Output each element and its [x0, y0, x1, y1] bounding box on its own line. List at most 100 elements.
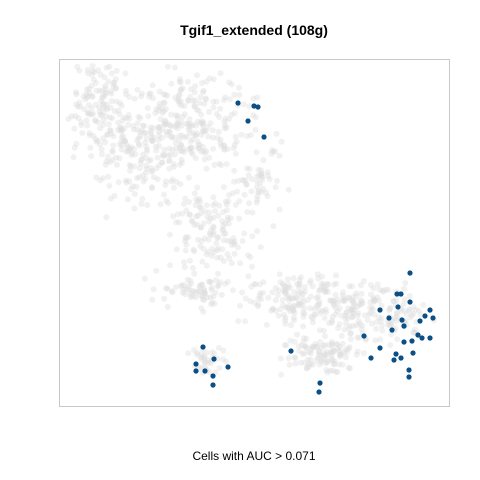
background-cell-point [277, 355, 284, 362]
background-cell-point [86, 132, 93, 139]
background-cell-point [147, 130, 154, 137]
background-cell-point [113, 154, 119, 161]
background-cell-point [224, 237, 231, 244]
background-cell-point [350, 322, 357, 329]
background-cell-point [313, 295, 320, 301]
background-cell-point [162, 178, 169, 185]
background-cell-point [367, 282, 374, 288]
background-cell-point [192, 83, 199, 90]
background-cell-point [198, 356, 205, 362]
background-cell-point [301, 310, 308, 317]
background-cell-point [341, 295, 348, 302]
background-cell-point [280, 282, 287, 289]
background-cell-point [104, 106, 110, 113]
background-cell-point [209, 134, 216, 141]
background-cell-point [254, 183, 260, 190]
background-cell-point [316, 361, 323, 368]
highlighted-cell-point [235, 100, 241, 106]
background-cell-point [274, 177, 280, 184]
background-cell-point [163, 128, 170, 135]
background-cell-point [86, 110, 93, 117]
background-cell-point [289, 305, 296, 312]
background-cell-point [162, 182, 169, 188]
background-cell-point [102, 85, 109, 92]
highlighted-cell-point [368, 355, 374, 361]
background-cell-point [93, 174, 100, 181]
background-cell-point [137, 157, 144, 164]
background-cell-point [191, 89, 198, 96]
background-cell-point [211, 162, 218, 168]
background-cell-point [291, 338, 298, 345]
background-cell-point [107, 127, 113, 134]
background-cell-point [197, 284, 204, 291]
background-cell-point [272, 148, 278, 155]
background-cell-point [199, 258, 206, 265]
background-cell-point [353, 322, 360, 329]
background-cell-point [327, 349, 334, 356]
background-cell-point [181, 259, 187, 266]
background-cell-point [290, 314, 297, 321]
background-cell-point [194, 212, 201, 219]
background-cell-point [229, 287, 236, 294]
background-cell-point [349, 313, 356, 320]
background-cell-point [194, 351, 201, 358]
background-cell-point [119, 126, 126, 133]
background-cell-point [370, 298, 377, 305]
background-cell-point [327, 297, 334, 304]
highlighted-cell-point [200, 344, 206, 350]
background-cell-point [238, 131, 245, 138]
background-cell-point [353, 290, 360, 297]
background-cell-point [282, 304, 289, 311]
background-cell-point [297, 359, 304, 366]
background-cell-point [198, 281, 205, 288]
background-cell-point [180, 201, 187, 207]
background-cell-point [77, 103, 84, 110]
background-cell-point [200, 119, 207, 126]
background-cell-point [367, 299, 374, 306]
background-cell-point [323, 309, 330, 316]
background-cell-point [86, 85, 93, 92]
background-cell-point [163, 285, 170, 292]
background-cell-point [150, 125, 157, 132]
background-cell-point [221, 97, 227, 103]
background-cell-point [318, 284, 325, 291]
background-cell-point [139, 156, 145, 163]
background-cell-point [203, 251, 210, 258]
background-cell-point [378, 315, 385, 322]
background-cell-point [387, 342, 394, 349]
highlighted-cell-point [419, 335, 425, 341]
background-cell-point [282, 283, 289, 290]
background-cell-point [259, 174, 266, 181]
background-cell-point [113, 161, 120, 168]
background-cell-point [179, 159, 185, 166]
background-cell-point [296, 276, 303, 283]
background-cell-point [210, 194, 217, 201]
background-cell-point [203, 349, 210, 356]
background-cell-point [177, 283, 184, 290]
background-cell-point [258, 189, 265, 195]
background-cell-point [188, 86, 195, 93]
background-cell-point [146, 93, 153, 100]
background-cell-point [196, 195, 203, 202]
background-cell-point [318, 358, 325, 365]
background-cell-point [255, 187, 262, 194]
background-cell-point [188, 123, 195, 130]
background-cell-point [121, 114, 128, 121]
background-cell-point [106, 63, 113, 70]
background-cell-point [211, 350, 218, 357]
highlighted-cell-point [407, 270, 413, 276]
background-cell-point [204, 123, 211, 130]
background-cell-point [168, 123, 175, 130]
background-cell-point [173, 122, 180, 129]
background-cell-point [280, 288, 287, 295]
background-cell-point [122, 177, 129, 184]
background-cell-point [313, 343, 320, 350]
background-cell-point [141, 123, 148, 129]
background-cell-point [244, 209, 251, 215]
background-cell-point [160, 99, 167, 106]
background-cell-point [369, 320, 375, 327]
background-cell-point [256, 172, 262, 179]
background-cell-point [257, 290, 264, 297]
background-cell-point [206, 218, 213, 225]
background-cell-point [240, 101, 247, 108]
